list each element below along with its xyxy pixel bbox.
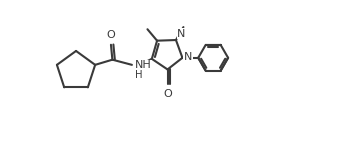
Text: O: O bbox=[163, 89, 172, 99]
Text: H: H bbox=[135, 70, 142, 80]
Text: N: N bbox=[177, 29, 185, 39]
Text: O: O bbox=[106, 30, 115, 40]
Text: NH: NH bbox=[135, 60, 151, 70]
Text: N: N bbox=[184, 52, 192, 62]
